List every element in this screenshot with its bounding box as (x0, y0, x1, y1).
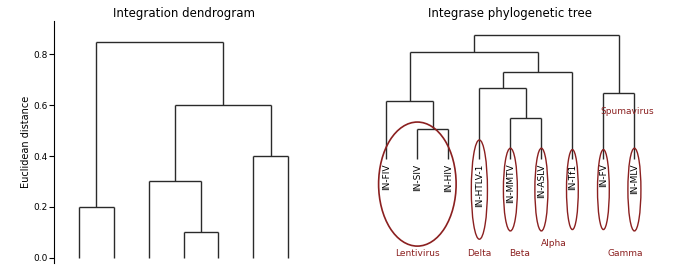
Text: IN-MLV: IN-MLV (630, 163, 639, 194)
Text: IN-Tf1: IN-Tf1 (568, 163, 577, 189)
Y-axis label: Euclidean distance: Euclidean distance (21, 96, 31, 188)
Text: IN-HTLV-1: IN-HTLV-1 (475, 163, 484, 207)
Text: IN-SIV: IN-SIV (413, 163, 422, 191)
Text: IN-MMTV: IN-MMTV (506, 163, 515, 203)
Text: Delta: Delta (467, 249, 492, 258)
Text: Alpha: Alpha (541, 239, 567, 248)
Text: Spumavirus: Spumavirus (600, 106, 654, 116)
Text: IN-ASLV: IN-ASLV (537, 163, 546, 198)
Text: Gamma: Gamma (607, 249, 643, 258)
Title: Integration dendrogram: Integration dendrogram (113, 7, 255, 20)
Text: IN-FIV: IN-FIV (382, 163, 391, 190)
Text: IN-HIV: IN-HIV (444, 163, 453, 192)
Text: IN-FV: IN-FV (599, 163, 608, 187)
Text: Lentivirus: Lentivirus (395, 249, 440, 258)
Text: Beta: Beta (509, 249, 530, 258)
Title: Integrase phylogenetic tree: Integrase phylogenetic tree (428, 7, 592, 20)
